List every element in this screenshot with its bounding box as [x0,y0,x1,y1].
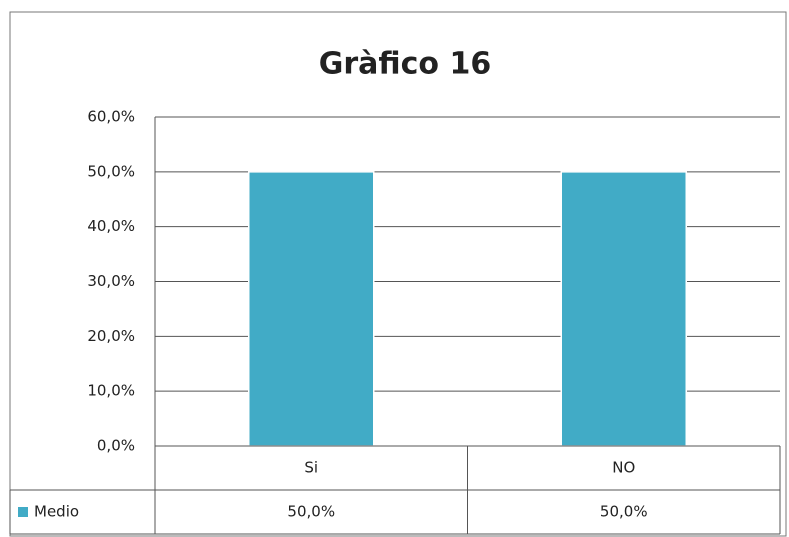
legend-swatch [18,507,28,517]
legend-label: Medio [34,503,79,521]
y-tick-label: 40,0% [87,217,135,235]
x-tick-label: NO [612,459,635,477]
y-tick-label: 30,0% [87,272,135,290]
bar [248,171,375,447]
y-tick-label: 60,0% [87,108,135,126]
y-tick-label: 0,0% [97,437,135,455]
chart-title: Gràfico 16 [319,47,492,82]
bar [560,171,687,447]
x-tick-label: Si [304,459,318,477]
y-tick-label: 20,0% [87,327,135,345]
y-tick-label: 10,0% [87,382,135,400]
table-value: 50,0% [600,503,648,521]
table-value: 50,0% [287,503,335,521]
y-tick-label: 50,0% [87,162,135,180]
